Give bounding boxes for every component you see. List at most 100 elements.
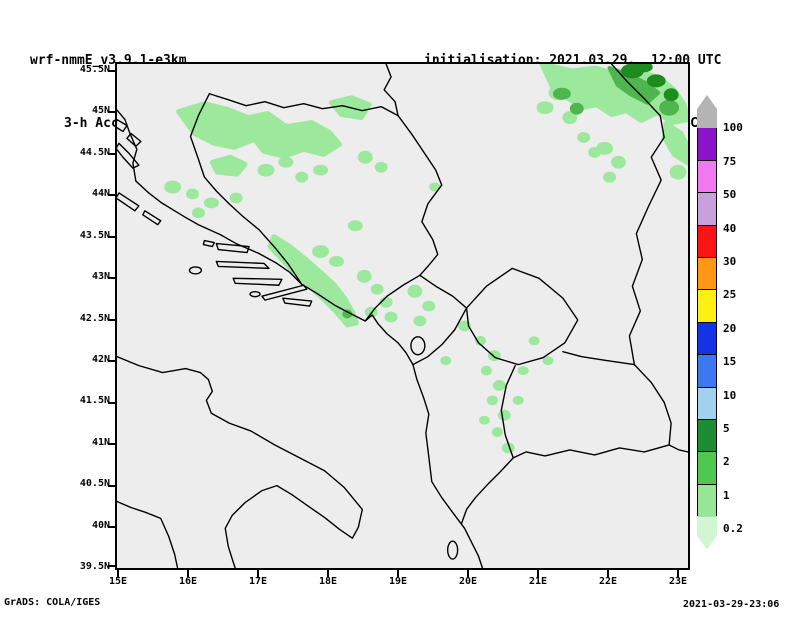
coastline-calabria (117, 500, 179, 568)
colorbar-label: 15 (723, 355, 737, 368)
colorbar-label: 50 (723, 188, 737, 201)
colorbar-segment (697, 386, 717, 420)
border-montenegro-albania (412, 307, 468, 366)
colorbar-label: 20 (723, 322, 737, 335)
lat-tick (108, 565, 115, 567)
colorbar-label: 2 (723, 455, 730, 468)
precip-dark-shading (620, 64, 679, 102)
lon-tick (537, 570, 539, 577)
colorbar-label: 5 (723, 422, 730, 435)
colorbar-segment (697, 516, 717, 550)
colorbar-label: 1 (723, 489, 730, 502)
lat-tick (108, 402, 115, 404)
lon-tick (467, 570, 469, 577)
border-macedonia-greece (512, 444, 670, 459)
lat-axis-label: 40N (91, 520, 110, 531)
colorbar-segment (697, 321, 717, 356)
colorbar-segment (697, 159, 717, 194)
lat-tick (108, 153, 115, 155)
lon-axis-label: 18E (318, 576, 338, 587)
lat-tick (108, 443, 115, 445)
colorbar-column (697, 95, 717, 550)
lat-tick (108, 236, 115, 238)
colorbar-label: 25 (723, 288, 737, 301)
lon-axis-label: 16E (178, 576, 198, 587)
lon-tick (677, 570, 679, 577)
lon-tick (187, 570, 189, 577)
country-borders (117, 64, 688, 568)
lat-tick (108, 70, 115, 72)
lat-axis-label: 39.5N (79, 561, 110, 572)
colorbar-label: 10 (723, 389, 737, 402)
island-lastovo (249, 290, 261, 298)
lat-axis-label: 41.5N (79, 395, 110, 406)
border-sava (208, 93, 399, 117)
lat-tick (108, 194, 115, 196)
lat-axis-label: 42N (91, 354, 110, 365)
lat-axis-label: 40.5N (79, 478, 110, 489)
lon-axis-label: 17E (248, 576, 268, 587)
lat-tick (108, 360, 115, 362)
colorbar-segment (697, 354, 717, 388)
lon-tick (327, 570, 329, 577)
lat-tick (108, 526, 115, 528)
creation-timestamp: 2021-03-29-23:06 (683, 599, 780, 610)
lat-tick (108, 485, 115, 487)
lat-axis-label: 43.5N (79, 230, 110, 241)
colorbar-label: 100 (723, 121, 743, 134)
border-macedonia-albania (500, 364, 516, 459)
colorbar-segment (697, 483, 717, 518)
grads-credit: GrADS: COLA/IGES (4, 597, 101, 608)
border-bosnia-montenegro (364, 274, 421, 322)
lon-axis-label: 21E (528, 576, 548, 587)
colorbar-segment (697, 289, 717, 323)
lon-axis-label: 23E (668, 576, 688, 587)
islands-dalmatia (117, 118, 313, 307)
border-serbia-macedonia (562, 351, 636, 366)
lat-axis-label: 45N (91, 105, 110, 116)
border-macedonia-bulgaria (633, 363, 672, 446)
lat-axis-label: 44N (91, 188, 110, 199)
lon-tick (257, 570, 259, 577)
coastline-adriatic (117, 108, 484, 568)
border-kosovo (465, 267, 579, 366)
colorbar-segment (697, 418, 717, 453)
lon-axis-label: 15E (108, 576, 128, 587)
border-danube (383, 64, 399, 117)
lon-tick (607, 570, 609, 577)
precip-light-shading (164, 64, 688, 454)
lat-axis-label: 44.5N (79, 147, 110, 158)
lat-tick (108, 319, 115, 321)
colorbar-label: 30 (723, 255, 737, 268)
lat-axis-label: 43N (91, 271, 110, 282)
border-drina (397, 114, 443, 277)
lake-shkodra (410, 336, 426, 356)
lat-tick (108, 111, 115, 113)
map-canvas (117, 64, 688, 568)
island-corfu (446, 540, 459, 560)
border-montenegro-serbia (419, 274, 468, 309)
lat-axis-label: 45.5N (79, 64, 110, 75)
lon-axis-label: 19E (388, 576, 408, 587)
colorbar-label: 0.2 (723, 522, 743, 535)
coastline-italy (117, 355, 363, 568)
colorbar-segment (697, 451, 717, 485)
island-vis (188, 266, 203, 275)
border-bosnia-west (189, 93, 303, 285)
colorbar-segment (697, 224, 717, 258)
colorbar-segment (697, 95, 717, 129)
lat-tick (108, 277, 115, 279)
map-plot (115, 62, 690, 570)
colorbar: 100 75 50 40 30 25 20 15 10 5 2 1 0.2 (697, 95, 775, 565)
border-serbia-east (610, 64, 665, 366)
border-bulgaria-greece (668, 444, 688, 453)
colorbar-segment (697, 256, 717, 291)
lat-axis-label: 41N (91, 437, 110, 448)
colorbar-label: 40 (723, 222, 737, 235)
lon-axis-label: 20E (458, 576, 478, 587)
lon-tick (117, 570, 119, 577)
lon-tick (397, 570, 399, 577)
border-albania-greece (460, 457, 514, 525)
colorbar-segment (697, 127, 717, 161)
